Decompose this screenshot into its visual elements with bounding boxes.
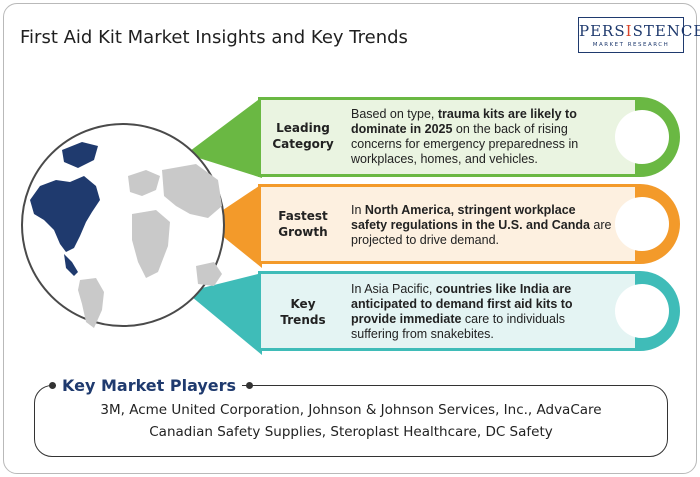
teal-band-panel xyxy=(261,274,635,348)
insights-graphic xyxy=(21,97,680,355)
fastest-growth-text: In North America, stringent workplace sa… xyxy=(351,203,612,247)
orange-band-circle xyxy=(615,197,669,251)
persistence-logo: PERSISTENCE MARKET RESEARCH xyxy=(578,17,700,53)
key-players-line-2: Canadian Safety Supplies, Steroplast Hea… xyxy=(149,424,553,440)
orange-band-panel xyxy=(261,187,635,261)
green-connector xyxy=(186,97,262,178)
orange-connector xyxy=(205,184,262,268)
fastest-growth-label: Fastest Growth xyxy=(278,209,328,239)
teal-band-circle xyxy=(615,284,669,338)
key-players-line-1: 3M, Acme United Corporation, Johnson & J… xyxy=(100,402,602,418)
green-band-panel xyxy=(261,100,635,174)
players-title-left-dot xyxy=(49,382,56,389)
world-map-icon xyxy=(21,123,225,328)
leading-category-text: Based on type, trauma kits are likely to… xyxy=(351,107,579,166)
players-title-right-dot xyxy=(246,382,253,389)
logo-tagline: MARKET RESEARCH xyxy=(592,42,670,48)
green-band-circle xyxy=(615,110,669,164)
logo-wordmark: PERSISTENCE xyxy=(579,22,700,40)
teal-connector xyxy=(186,273,262,355)
key-players-box xyxy=(34,385,668,457)
page-title: First Aid Kit Market Insights and Key Tr… xyxy=(20,27,408,48)
key-trends-text: In Asia Pacific, countries like India ar… xyxy=(351,282,573,341)
key-players-title: Key Market Players xyxy=(56,376,243,395)
key-trends-label: Key Trends xyxy=(280,297,326,327)
leading-category-label: Leading Category xyxy=(272,121,334,151)
